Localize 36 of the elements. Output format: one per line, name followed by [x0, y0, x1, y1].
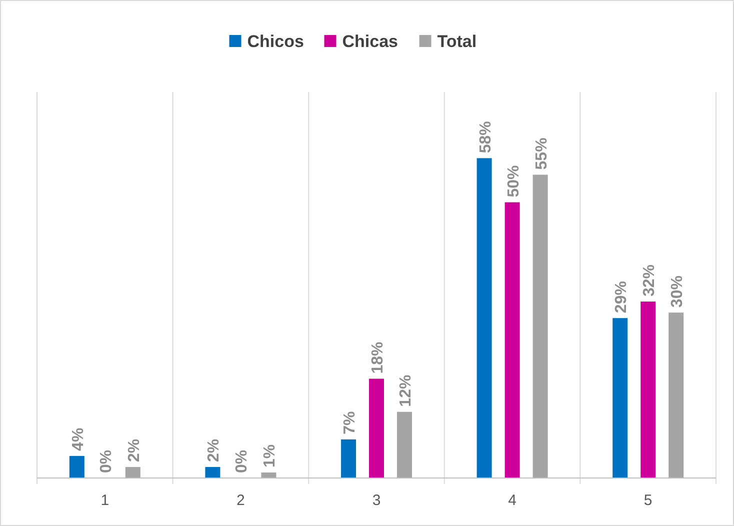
bar — [341, 439, 356, 478]
bar — [640, 302, 656, 478]
x-tick-label: 5 — [644, 492, 652, 509]
bar — [69, 456, 84, 478]
bar — [369, 378, 384, 478]
data-label: 2% — [126, 438, 143, 462]
legend-label: Total — [437, 32, 477, 51]
data-label: 29% — [613, 281, 630, 314]
data-label: 32% — [641, 264, 658, 297]
x-tick-label: 1 — [100, 492, 110, 509]
bar — [612, 318, 628, 478]
data-label: 18% — [370, 342, 386, 374]
bar — [261, 472, 276, 478]
data-label: 1% — [262, 444, 279, 468]
bar — [205, 466, 220, 478]
data-label: 30% — [669, 276, 686, 308]
data-label: 4% — [70, 428, 87, 451]
data-label: 50% — [505, 165, 522, 198]
legend-label: Chicas — [342, 32, 398, 51]
data-label: 12% — [398, 374, 414, 407]
bar — [668, 312, 684, 478]
x-tick-label: 2 — [236, 492, 245, 509]
data-label: 0% — [98, 450, 115, 473]
bar — [125, 466, 140, 478]
data-label: 58% — [477, 121, 494, 154]
bar — [397, 412, 412, 478]
legend-label: Chicos — [247, 32, 304, 51]
data-label: 7% — [342, 411, 358, 434]
bar — [476, 158, 492, 478]
x-tick-label: 4 — [508, 492, 516, 509]
bar — [504, 202, 520, 478]
data-label: 55% — [533, 138, 550, 170]
x-tick-label: 3 — [372, 492, 381, 509]
data-label: 0% — [234, 450, 251, 473]
data-label: 2% — [206, 438, 223, 462]
bar — [532, 174, 548, 478]
